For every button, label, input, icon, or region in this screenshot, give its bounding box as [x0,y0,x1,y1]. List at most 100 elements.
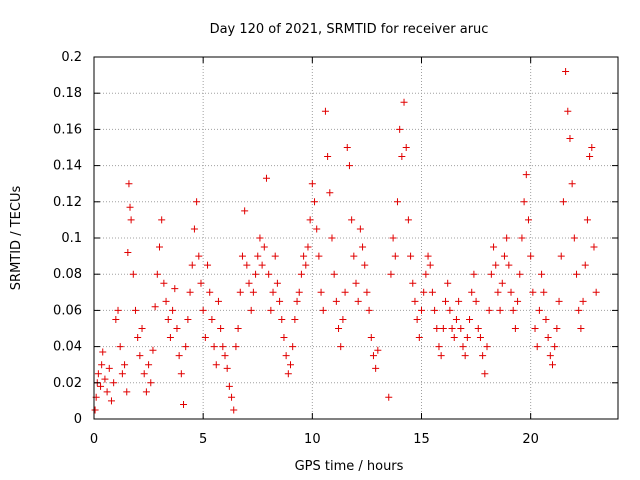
data-point [289,343,297,351]
data-point [225,382,233,390]
data-point [520,198,528,206]
grid [94,57,618,419]
y-tick-label: 0.18 [53,86,82,101]
data-point [422,270,430,278]
data-point [424,252,432,260]
data-point [107,397,115,405]
data-point [555,297,563,305]
data-point [393,198,401,206]
data-point [529,288,537,296]
data-point [311,198,319,206]
data-point [330,270,338,278]
data-point [300,252,308,260]
data-point [217,325,225,332]
data-point [566,134,574,142]
data-point [487,270,495,278]
data-point [162,297,170,305]
data-point [413,315,421,323]
y-tick-label: 0.2 [61,50,82,65]
data-point [546,352,554,360]
data-point [568,180,576,188]
data-point [350,252,358,260]
data-point [249,288,257,296]
data-point [91,406,99,414]
data-point [175,352,183,360]
data-point [271,252,279,260]
data-point [500,252,508,260]
data-point [592,288,600,296]
data-point [284,370,292,378]
data-point [372,364,380,372]
data-point [490,243,498,251]
data-point [348,216,356,224]
y-tick-label: 0.02 [53,376,82,391]
data-point [302,261,310,269]
data-point [588,144,596,151]
data-point [245,279,253,287]
data-point [573,270,581,278]
data-point [579,297,587,305]
data-point [516,270,524,278]
data-point [450,334,458,342]
data-point [269,288,277,296]
data-point [201,334,209,342]
data-point [398,153,406,161]
data-point [583,216,591,224]
data-point [522,171,530,179]
data-point [452,315,460,323]
data-point [236,288,244,296]
data-point [549,361,556,369]
data-point [463,334,471,342]
data-point [258,261,266,269]
data-point [553,325,561,332]
data-point [160,279,168,287]
data-point [110,379,118,387]
data-point [524,216,532,224]
data-point [586,153,594,161]
data-point [542,315,550,323]
data-point [276,297,284,305]
data-point [448,325,456,332]
data-point [332,297,340,305]
data-point [315,252,323,260]
data-point [326,189,334,197]
data-point [404,216,412,224]
data-point [459,343,467,351]
data-point [190,225,198,233]
data-point [138,325,146,332]
data-point [169,306,177,314]
data-point [509,306,517,314]
data-point [356,225,364,233]
data-point [374,346,382,354]
data-point [337,343,345,351]
chart-title: Day 120 of 2021, SRMTID for receiver aru… [210,22,489,37]
data-point [409,279,417,287]
data-point [140,370,148,378]
data-point [442,297,450,305]
data-point [252,270,260,278]
data-point [496,306,504,314]
y-tick-label: 0.16 [53,122,82,137]
data-point [195,252,203,260]
data-point [127,216,135,224]
data-point [483,343,491,351]
data-point [232,343,240,351]
data-point [313,225,321,233]
data-point [494,288,502,296]
data-point [287,361,294,369]
data-point [208,315,216,323]
data-point [439,325,447,332]
data-point [260,243,268,251]
data-point [317,288,325,296]
data-point [511,325,519,332]
data-point [291,315,299,323]
data-point [472,297,480,305]
data-point [396,125,404,133]
data-point [385,393,393,401]
y-axis-label: SRMTID / TECUs [9,186,24,291]
data-point [262,174,270,182]
data-point [182,343,190,351]
data-point [199,306,207,314]
data-point [131,306,139,314]
data-point [485,306,493,314]
